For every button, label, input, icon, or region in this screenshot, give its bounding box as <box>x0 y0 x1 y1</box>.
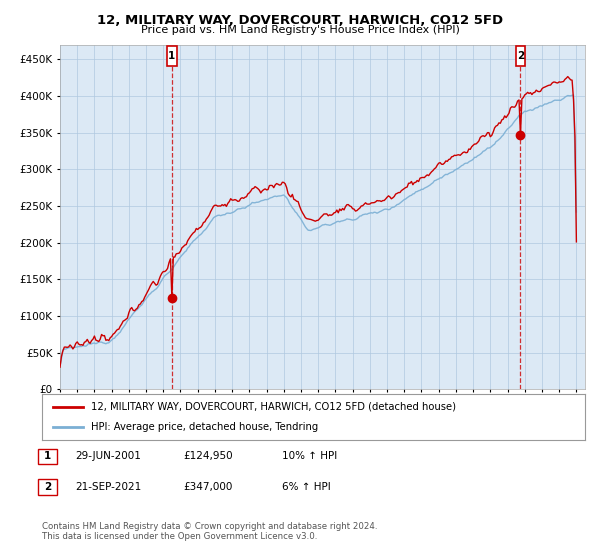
Text: 1: 1 <box>168 51 175 61</box>
Text: Contains HM Land Registry data © Crown copyright and database right 2024.
This d: Contains HM Land Registry data © Crown c… <box>42 522 377 542</box>
Text: 21-SEP-2021: 21-SEP-2021 <box>75 482 141 492</box>
Bar <box>167 45 176 66</box>
Text: Price paid vs. HM Land Registry's House Price Index (HPI): Price paid vs. HM Land Registry's House … <box>140 25 460 35</box>
Text: 10% ↑ HPI: 10% ↑ HPI <box>282 451 337 461</box>
Text: 2: 2 <box>44 482 51 492</box>
Text: £124,950: £124,950 <box>183 451 233 461</box>
Text: 29-JUN-2001: 29-JUN-2001 <box>75 451 141 461</box>
Text: £347,000: £347,000 <box>183 482 232 492</box>
Text: 2: 2 <box>517 51 524 61</box>
Text: 6% ↑ HPI: 6% ↑ HPI <box>282 482 331 492</box>
Text: 12, MILITARY WAY, DOVERCOURT, HARWICH, CO12 5FD (detached house): 12, MILITARY WAY, DOVERCOURT, HARWICH, C… <box>91 402 456 412</box>
Text: 12, MILITARY WAY, DOVERCOURT, HARWICH, CO12 5FD: 12, MILITARY WAY, DOVERCOURT, HARWICH, C… <box>97 14 503 27</box>
Text: 1: 1 <box>44 451 51 461</box>
Bar <box>515 45 525 66</box>
Text: HPI: Average price, detached house, Tendring: HPI: Average price, detached house, Tend… <box>91 422 318 432</box>
